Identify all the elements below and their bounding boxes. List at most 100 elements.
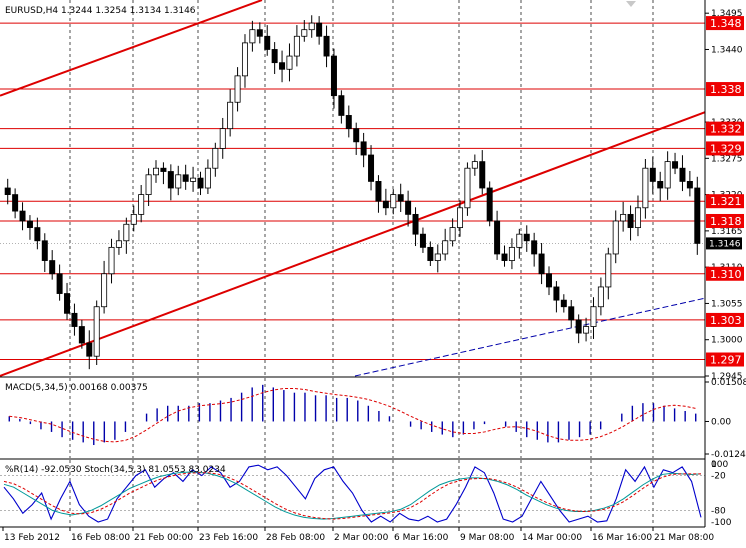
candle-body: [657, 181, 664, 189]
time-tick-label: 13 Feb 2012: [4, 533, 60, 543]
scroll-marker-icon[interactable]: [626, 1, 636, 7]
candle-body: [249, 29, 256, 44]
candle-body: [360, 141, 367, 156]
macd-title: MACD(5,34,5) 0.00168 0.00375: [5, 383, 148, 393]
level-label-bg: [706, 141, 744, 156]
candle-body: [642, 167, 649, 209]
candle-body: [56, 273, 63, 294]
candle-body: [353, 128, 360, 143]
candle-body: [34, 227, 41, 242]
macd-signal-line: [9, 387, 696, 443]
oscillator-axis: 0 -20 -80 -100 100: [711, 460, 732, 528]
osc-series-line: [3, 464, 702, 523]
candle-body: [41, 240, 48, 261]
candle-body: [145, 174, 152, 195]
level-label-bg: [706, 121, 744, 136]
price-pane: EURUSD,H4 1.3244 1.3254 1.3134 1.3146: [0, 0, 706, 377]
macd-tick-label: -0.01243: [711, 450, 746, 460]
level-label-bg: [706, 266, 744, 281]
candle-body: [486, 187, 493, 222]
candle-body: [612, 220, 619, 255]
candle-body: [219, 128, 226, 149]
candle-body: [412, 213, 419, 235]
candle-body: [204, 167, 211, 189]
candle-body: [620, 213, 627, 222]
time-tick-label: 2 Mar 00:00: [334, 533, 389, 543]
osc-tick-label: 100: [711, 460, 728, 470]
level-label-bg: [706, 312, 744, 327]
level-label: 1.321: [710, 195, 742, 208]
candle-body: [316, 22, 323, 37]
macd-vertical-grid: [69, 378, 654, 458]
level-label: 1.338: [710, 83, 742, 96]
oscillator-vertical-grid: [69, 460, 654, 526]
candle-body: [286, 55, 293, 70]
trend-line: [354, 297, 706, 377]
candle-body: [345, 115, 352, 130]
candle-body: [627, 213, 634, 228]
macd-pane: MACD(5,34,5) 0.00168 0.00375: [0, 378, 705, 458]
candle-body: [434, 253, 441, 261]
price-tick-label: 1.3495: [711, 9, 743, 19]
candle-body: [167, 171, 174, 189]
level-label-bg: [706, 213, 744, 228]
osc-tick-label: -80: [711, 506, 726, 516]
candle-body: [605, 253, 612, 288]
time-axis: 13 Feb 2012 16 Feb 08:00 21 Feb 00:00 23 Fe…: [2, 527, 714, 543]
candle-body: [516, 233, 523, 248]
candle-body: [531, 240, 538, 255]
candle-body: [86, 342, 93, 357]
time-tick-label: 21 Mar 08:00: [654, 533, 714, 543]
candle-body: [64, 293, 71, 314]
candle-body: [427, 246, 434, 261]
level-label: 1.348: [710, 17, 742, 30]
candle-body: [212, 148, 219, 169]
support-resistance-levels: [0, 22, 705, 361]
candle-body: [442, 240, 449, 255]
price-chart-title: EURUSD,H4 1.3244 1.3254 1.3134 1.3146: [5, 6, 196, 16]
candle-body: [568, 306, 575, 321]
current-price-bg: [706, 237, 742, 250]
osc-tick-label: 0: [711, 460, 717, 470]
level-label: 1.318: [710, 215, 742, 228]
candle-body: [382, 200, 389, 209]
candle-body: [634, 207, 641, 228]
candle-body: [368, 154, 375, 182]
price-tick-label: 1.3055: [711, 299, 743, 309]
time-tick-label: 28 Feb 08:00: [266, 533, 325, 543]
osc-tick-label: -20: [711, 472, 726, 482]
price-tick-label: 1.3165: [711, 227, 743, 237]
candle-body: [153, 167, 160, 176]
time-tick-label: 16 Feb 08:00: [71, 533, 130, 543]
candle-body: [686, 181, 693, 189]
time-tick-label: 21 Feb 00:00: [134, 533, 193, 543]
level-labels: 1.348 1.338 1.332 1.329 1.321 1.318 1.310 1.303…: [706, 16, 744, 367]
candle-body: [130, 213, 137, 225]
level-label-bg: [706, 16, 744, 31]
candle-body: [471, 161, 478, 169]
osc-series-line: [3, 472, 701, 520]
candle-body: [19, 210, 26, 222]
trend-line: [0, 111, 706, 377]
osc-tick-label: -100: [711, 518, 732, 528]
candle-body: [101, 273, 108, 308]
candle-body: [538, 253, 545, 275]
oscillator-pane: %R(14) -92.0530 Stoch(34,5,3) 81.0553 83…: [0, 460, 705, 526]
price-tick-label: 1.3000: [711, 336, 743, 346]
time-tick-label: 23 Feb 16:00: [199, 533, 258, 543]
candle-body: [501, 253, 508, 261]
time-tick-label: 9 Mar 08:00: [460, 533, 515, 543]
trend-lines: [0, 0, 706, 377]
macd-axis: 0.01508 0.00 -0.01243: [705, 378, 746, 460]
level-label: 1.303: [710, 314, 742, 327]
candle-body: [560, 299, 567, 308]
candle-body: [308, 22, 315, 31]
candle-body: [49, 260, 56, 275]
candle-body: [397, 194, 404, 202]
candle-body: [330, 55, 337, 97]
candle-body: [4, 187, 11, 195]
price-tick-label: 1.3440: [711, 45, 743, 55]
candle-body: [115, 240, 122, 248]
level-label: 1.329: [710, 142, 742, 155]
